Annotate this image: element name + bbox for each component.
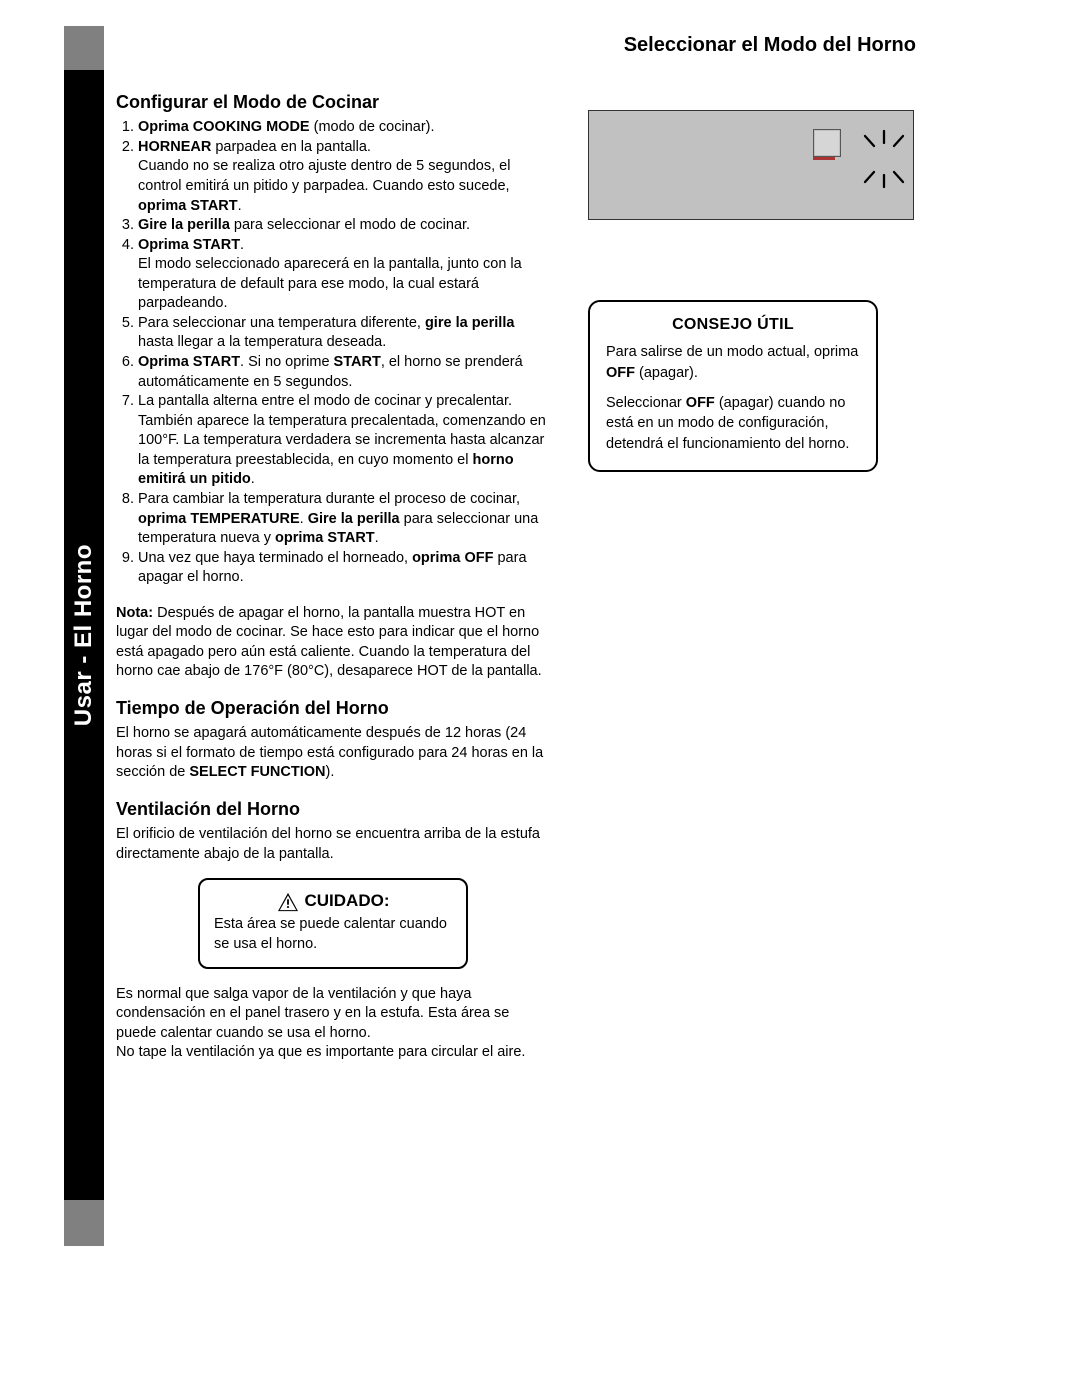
step-3: Gire la perilla para seleccionar el modo…	[138, 216, 550, 236]
cuidado-header: CUIDADO:	[214, 890, 452, 913]
main-content-column: Configurar el Modo de Cocinar Oprima COO…	[116, 90, 550, 1063]
step-1: Oprima COOKING MODE (modo de cocinar).	[138, 118, 550, 138]
step-9: Una vez que haya terminado el horneado, …	[138, 549, 550, 588]
tip-callout: CONSEJO ÚTIL Para salirse de un modo act…	[588, 300, 878, 472]
display-screen-icon	[813, 129, 841, 157]
step-7: La pantalla alterna entre el modo de coc…	[138, 392, 550, 490]
right-column: CONSEJO ÚTIL Para salirse de un modo act…	[588, 110, 934, 472]
ventilacion-p3: No tape la ventilación ya que es importa…	[116, 1043, 550, 1063]
ventilacion-p2: Es normal que salga vapor de la ventilac…	[116, 985, 550, 1044]
cuidado-callout: CUIDADO: Esta área se puede calentar cua…	[198, 878, 468, 968]
note-paragraph: Nota: Después de apagar el horno, la pan…	[116, 604, 550, 682]
heading-ventilacion: Ventilación del Horno	[116, 797, 550, 821]
tip-title: CONSEJO ÚTIL	[606, 314, 860, 336]
spine-label: Usar - El Horno	[70, 544, 98, 726]
step-2: HORNEAR parpadea en la pantalla.Cuando n…	[138, 138, 550, 216]
display-underline-icon	[813, 157, 835, 160]
page-title: Seleccionar el Modo del Horno	[624, 34, 916, 57]
warning-icon	[277, 892, 299, 912]
oven-display-illustration	[588, 110, 914, 220]
knob-radial-lines-icon	[857, 129, 911, 189]
step-6: Oprima START. Si no oprime START, el hor…	[138, 353, 550, 392]
step-8: Para cambiar la temperatura durante el p…	[138, 490, 550, 549]
heading-tiempo: Tiempo de Operación del Horno	[116, 696, 550, 720]
spine-black-bg: Usar - El Horno	[64, 70, 104, 1200]
tip-p2: Seleccionar OFF (apagar) cuando no está …	[606, 393, 860, 454]
tip-p1: Para salirse de un modo actual, oprima O…	[606, 342, 860, 383]
tiempo-paragraph: El horno se apagará automáticamente desp…	[116, 724, 550, 783]
ventilacion-p1: El orificio de ventilación del horno se …	[116, 825, 550, 864]
cuidado-body: Esta área se puede calentar cuando se us…	[214, 915, 452, 954]
heading-configurar: Configurar el Modo de Cocinar	[116, 90, 550, 114]
cuidado-label: CUIDADO:	[305, 890, 390, 913]
step-5: Para seleccionar una temperatura diferen…	[138, 314, 550, 353]
step-4: Oprima START.El modo seleccionado aparec…	[138, 236, 550, 314]
steps-list: Oprima COOKING MODE (modo de cocinar). H…	[116, 118, 550, 588]
